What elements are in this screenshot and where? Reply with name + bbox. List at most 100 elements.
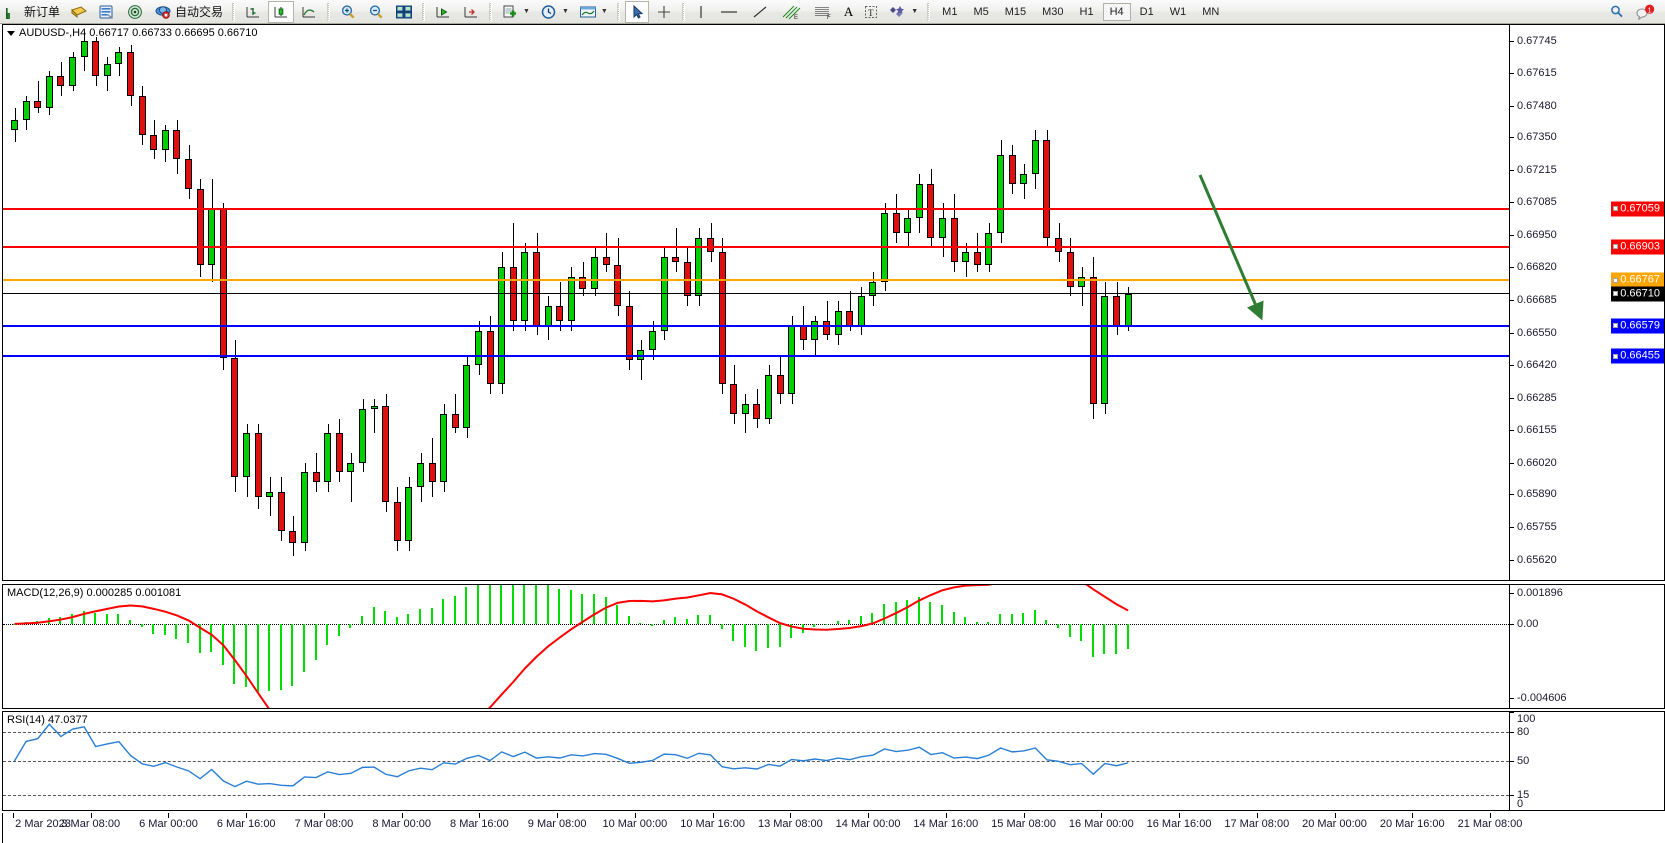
level-handle[interactable]	[1613, 353, 1619, 359]
time-tick	[557, 813, 559, 818]
trendline-button[interactable]	[746, 1, 774, 23]
timeframe-m15-button[interactable]: M15	[1004, 5, 1027, 18]
current-price-level-tag[interactable]: 0.66710	[1611, 286, 1664, 302]
level-handle[interactable]	[1613, 291, 1619, 297]
chart-shift-button[interactable]	[458, 1, 484, 23]
signals-button[interactable]	[122, 1, 148, 23]
candlestick-button[interactable]	[268, 0, 295, 23]
crosshair-button[interactable]	[651, 1, 677, 23]
profiles-button[interactable]	[66, 1, 92, 23]
macd-pane[interactable]: MACD(12,26,9) 0.000285 0.001081 0.001896…	[2, 584, 1665, 709]
candle-body-down	[672, 257, 680, 263]
macd-histogram-bar	[1080, 623, 1083, 642]
candle-body-down	[219, 208, 227, 358]
search-icon[interactable]	[1609, 4, 1625, 20]
templates-button[interactable]: ▼	[575, 1, 612, 23]
candle-body-down	[196, 188, 204, 265]
resistance-level-1-line[interactable]	[3, 207, 1509, 210]
support-level-2-tag[interactable]: 0.66455	[1611, 348, 1664, 364]
time-tick-label: 20 Mar 00:00	[1302, 818, 1367, 830]
autotrading-button[interactable]: 自动交易	[150, 1, 227, 23]
rsi-pane[interactable]: RSI(14) 47.0377 100 80 50 15 0	[2, 711, 1665, 811]
collapse-triangle-icon[interactable]	[7, 30, 15, 36]
timeframe-h4-button[interactable]: H4	[1102, 2, 1131, 21]
tile-windows-icon	[395, 4, 413, 20]
bearish-arrow-annotation[interactable]	[3, 25, 1509, 580]
macd-histogram-bar	[558, 588, 561, 624]
current-price-level-line[interactable]	[3, 292, 1509, 294]
macd-histogram-bar	[709, 614, 711, 624]
resistance-level-2-tag[interactable]: 0.66903	[1611, 239, 1664, 255]
support-level-1-tag[interactable]: 0.66579	[1611, 318, 1664, 334]
macd-histogram-bar	[314, 623, 317, 661]
price-tick	[1510, 364, 1514, 366]
rsi-tick-label: 0	[1517, 798, 1524, 810]
bar-chart-button[interactable]	[240, 1, 266, 23]
zoom-out-button[interactable]	[363, 1, 389, 23]
price-pane[interactable]: AUDUSD-,H4 0.66717 0.66733 0.66695 0.667…	[2, 24, 1665, 581]
macd-histogram-bar	[465, 587, 468, 624]
price-axis[interactable]: 0.67059 0.66903 0.66767 0.66710 0.66579 0.664…	[1509, 25, 1664, 580]
chevron-down-icon[interactable]: ▼	[561, 8, 569, 15]
pivot-level-value: 0.66767	[1620, 273, 1660, 286]
timeframe-d1-button[interactable]: D1	[1139, 5, 1154, 18]
timeframe-m30-button[interactable]: M30	[1042, 5, 1064, 18]
macd-histogram-bar	[1068, 623, 1071, 637]
pivot-level-tag[interactable]: 0.66767	[1611, 272, 1664, 288]
candle-body-down	[289, 531, 297, 544]
candle-body-down	[1008, 154, 1016, 184]
vertical-line-button[interactable]	[690, 1, 712, 23]
price-tick	[1510, 527, 1514, 529]
resistance-level-2-line[interactable]	[3, 245, 1509, 248]
tile-windows-button[interactable]	[391, 1, 417, 23]
candle-wick	[745, 394, 747, 434]
indicators-button[interactable]: ▼	[497, 1, 534, 23]
price-plot[interactable]	[3, 25, 1509, 580]
support-level-2-line[interactable]	[3, 355, 1509, 358]
rsi-plot[interactable]	[3, 712, 1509, 810]
chevron-down-icon[interactable]: ▼	[523, 8, 530, 15]
line-chart-button[interactable]	[296, 1, 322, 23]
equidistant-channel-button[interactable]: E	[776, 1, 806, 23]
support-level-2-value: 0.66455	[1620, 349, 1660, 362]
text-label-button[interactable]: T	[859, 1, 883, 23]
macd-plot[interactable]	[3, 585, 1509, 708]
zoom-in-button[interactable]	[335, 1, 361, 23]
auto-scroll-button[interactable]	[430, 1, 456, 23]
chevron-down-icon[interactable]: ▼	[600, 8, 608, 15]
fibonacci-button[interactable]: F	[808, 1, 838, 23]
clock-icon	[540, 4, 558, 20]
candle-body-down	[335, 433, 343, 473]
chevron-down-icon[interactable]: ▼	[911, 8, 919, 15]
horizontal-line-button[interactable]	[714, 1, 744, 23]
time-tick-label: 2 Mar 2023	[15, 818, 71, 830]
timeframe-w1-button[interactable]: W1	[1169, 5, 1187, 18]
cursor-button[interactable]	[624, 0, 649, 23]
resistance-level-1-tag[interactable]: 0.67059	[1611, 201, 1664, 217]
shapes-button[interactable]: ▼	[885, 1, 922, 23]
timeframe-m5-button[interactable]: M5	[973, 5, 989, 18]
level-handle[interactable]	[1613, 277, 1619, 283]
time-tick	[1023, 813, 1025, 818]
price-tick-label: 0.66820	[1517, 261, 1557, 274]
macd-histogram-bar	[129, 619, 131, 624]
time-axis[interactable]: 2 Mar 2023 3 Mar 08:00 6 Mar 00:00 6 Mar 16…	[2, 813, 1665, 843]
timeframe-mn-button[interactable]: MN	[1202, 5, 1220, 18]
pivot-level-line[interactable]	[3, 279, 1509, 281]
macd-histogram-bar	[871, 613, 874, 624]
level-handle[interactable]	[1613, 244, 1619, 250]
macd-histogram-bar	[163, 623, 166, 636]
svg-text:E: E	[794, 15, 798, 20]
support-level-1-line[interactable]	[3, 324, 1509, 327]
market-watch-button[interactable]	[94, 1, 120, 23]
new-order-label: 新订单	[24, 5, 61, 19]
level-handle[interactable]	[1613, 323, 1619, 329]
candle-body-down	[231, 357, 239, 478]
new-order-button[interactable]: 新订单	[1, 1, 64, 23]
timeframe-m1-button[interactable]: M1	[942, 5, 958, 18]
level-handle[interactable]	[1613, 206, 1619, 212]
notifications-icon[interactable]: 1	[1635, 4, 1655, 20]
timeframe-h1-button[interactable]: H1	[1079, 5, 1094, 18]
text-button[interactable]: A	[840, 1, 857, 23]
periods-button[interactable]: ▼	[536, 1, 573, 23]
